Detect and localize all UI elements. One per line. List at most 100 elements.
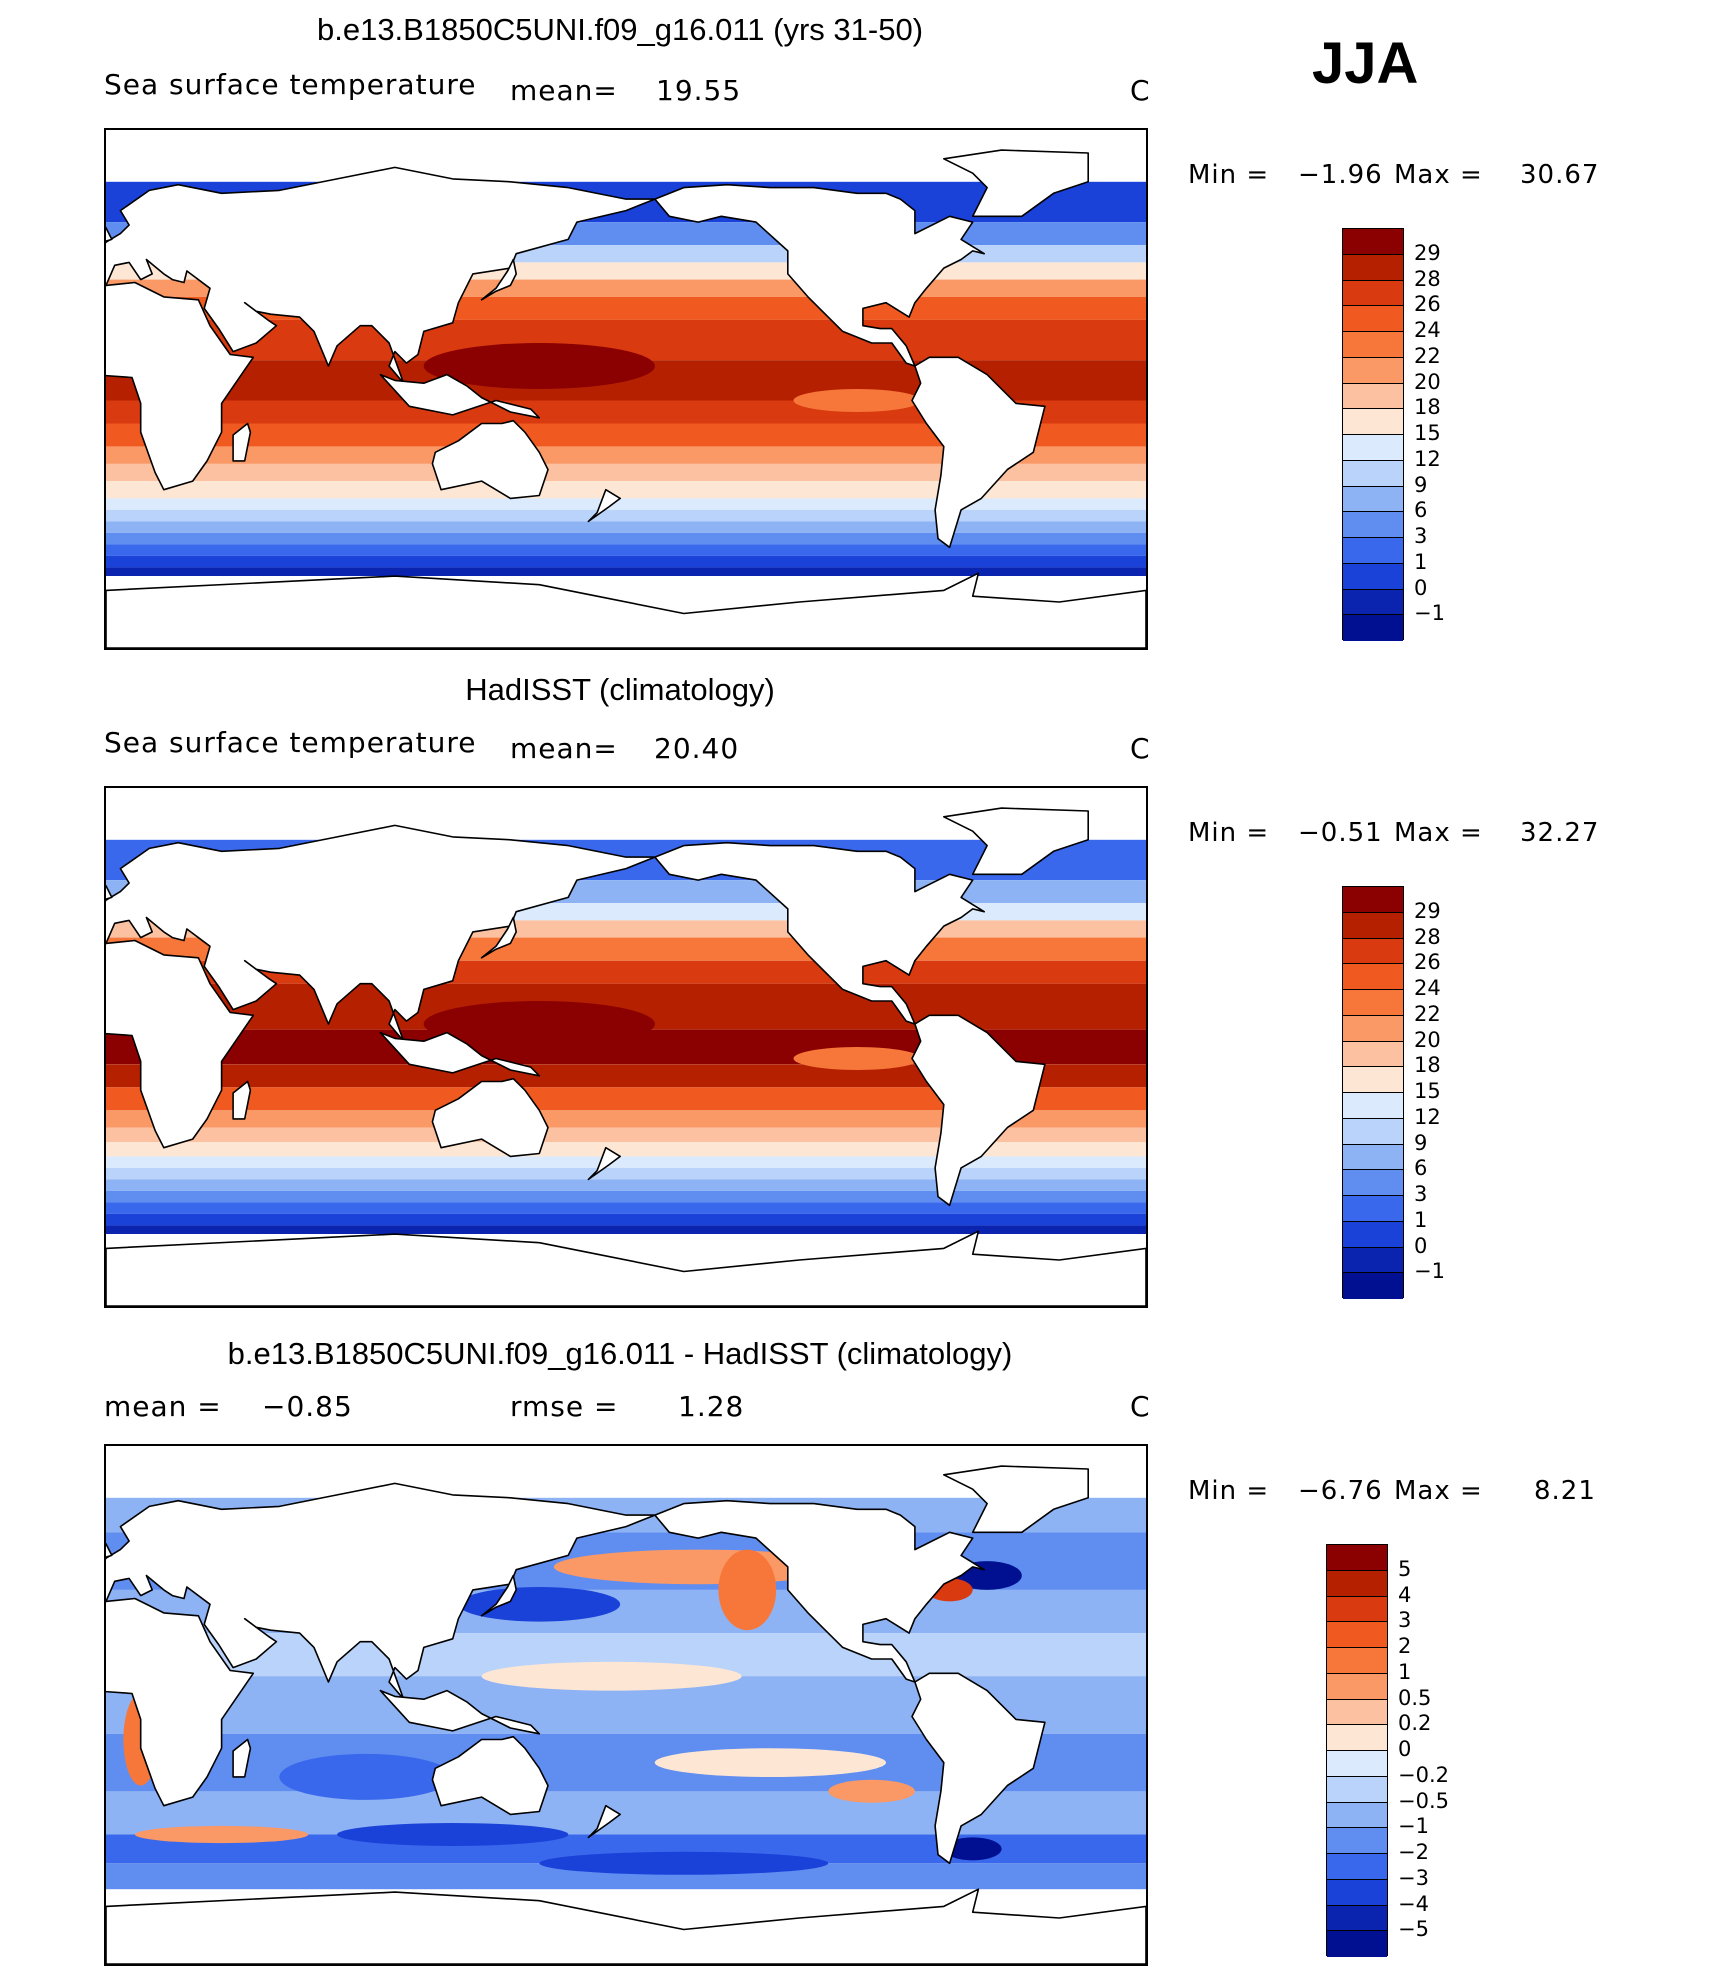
colorbar-tick-label: 24 — [1414, 318, 1441, 342]
land-madagascar — [232, 1738, 252, 1778]
colorbar-swatch — [1343, 589, 1403, 616]
panel3-min-value: −6.76 — [1298, 1476, 1383, 1506]
colorbar-tick-label: 0 — [1414, 575, 1428, 600]
anomaly-patch — [943, 1837, 1002, 1861]
colorbar-swatch — [1343, 1196, 1403, 1222]
map-svg — [106, 130, 1146, 648]
field-band — [106, 544, 1146, 556]
colorbar-tick-label: 3 — [1414, 1182, 1428, 1206]
land-europe-asia — [106, 824, 656, 1042]
colorbar-swatch — [1343, 332, 1403, 358]
field-band — [106, 1225, 1146, 1234]
colorbar-tick-label: −0.5 — [1398, 1788, 1449, 1813]
colorbar-tick-label: −1 — [1398, 1814, 1429, 1839]
colorbar-tick-label: 26 — [1414, 950, 1441, 975]
colorbar-tick-label: 3 — [1398, 1608, 1412, 1633]
land-nz — [587, 488, 622, 523]
land-europe-asia — [106, 166, 656, 384]
colorbar-tick-label: 15 — [1414, 421, 1441, 445]
land-australia — [431, 1735, 549, 1816]
colorbar-swatch — [1343, 383, 1403, 410]
colorbar-swatch — [1343, 615, 1403, 641]
colorbar-tick-label: 9 — [1414, 1130, 1428, 1155]
colorbar-swatch — [1327, 1879, 1387, 1906]
anomaly-patch — [718, 1549, 777, 1631]
land-uk — [106, 1542, 113, 1558]
colorbar-tick-label: 1 — [1414, 1207, 1428, 1232]
land-greenland — [942, 807, 1090, 876]
panel1-title: b.e13.B1850C5UNI.f09_g16.011 (yrs 31-50) — [316, 12, 924, 47]
field-band — [106, 1190, 1146, 1203]
land-indonesia — [379, 1031, 541, 1077]
field-band — [106, 1179, 1146, 1191]
land-antarctica — [106, 1230, 1146, 1306]
land-japan — [480, 258, 518, 301]
colorbar-swatch — [1343, 1041, 1403, 1068]
colorbar-tick-label: 20 — [1414, 1027, 1441, 1052]
panel1-colorbar — [1342, 228, 1404, 641]
field-band — [106, 1156, 1146, 1168]
panel2-mean-label: mean= — [510, 732, 618, 765]
land-south-america — [911, 356, 1046, 549]
colorbar-swatch — [1327, 1596, 1387, 1623]
colorbar-tick-label: 18 — [1414, 395, 1441, 420]
colorbar-swatch — [1327, 1905, 1387, 1932]
anomaly-patch — [539, 1851, 829, 1875]
panel1-max-label: Max = — [1394, 160, 1483, 190]
panel2-min-label: Min = — [1188, 818, 1270, 848]
anomaly-patch — [654, 1748, 887, 1777]
land-australia — [431, 1077, 549, 1158]
field-band — [106, 567, 1146, 576]
land-south-america — [911, 1672, 1046, 1865]
colorbar-tick-label: 22 — [1414, 1001, 1441, 1026]
colorbar-swatch — [1343, 229, 1403, 255]
colorbar-swatch — [1343, 538, 1403, 564]
colorbar-tick-label: 0.2 — [1398, 1711, 1432, 1736]
field-band — [106, 1110, 1146, 1128]
land-japan — [480, 1574, 518, 1617]
colorbar-tick-label: 5 — [1398, 1556, 1412, 1581]
colorbar-swatch — [1327, 1751, 1387, 1777]
warm-pool — [423, 343, 655, 389]
panel3-max-value: 8.21 — [1534, 1476, 1596, 1506]
colorbar-tick-label: 29 — [1414, 240, 1441, 265]
panel3-map — [104, 1444, 1148, 1966]
colorbar-swatch — [1343, 1067, 1403, 1093]
colorbar-swatch — [1343, 280, 1403, 307]
land-antarctica — [106, 572, 1146, 648]
land-africa — [106, 281, 255, 491]
colorbar-tick-label: 4 — [1398, 1582, 1412, 1607]
field-band — [106, 1202, 1146, 1214]
land-indonesia — [379, 1689, 541, 1735]
colorbar-swatch — [1327, 1776, 1387, 1803]
panel3-colorbar — [1326, 1544, 1388, 1957]
colorbar-tick-label: 24 — [1414, 976, 1441, 1000]
colorbar-swatch — [1327, 1673, 1387, 1700]
land-greenland — [942, 1465, 1090, 1534]
field-band — [106, 446, 1146, 464]
colorbar-swatch — [1343, 1118, 1403, 1145]
colorbar-tick-label: 18 — [1414, 1053, 1441, 1078]
field-band — [106, 498, 1146, 510]
land-uk — [106, 226, 113, 242]
land-japan — [480, 916, 518, 959]
colorbar-swatch — [1327, 1931, 1387, 1957]
colorbar-swatch — [1327, 1622, 1387, 1648]
colorbar-tick-label: 26 — [1414, 292, 1441, 317]
colorbar-swatch — [1343, 357, 1403, 384]
panel2-colorbar — [1342, 886, 1404, 1299]
colorbar-swatch — [1327, 1725, 1387, 1751]
colorbar-swatch — [1343, 254, 1403, 281]
colorbar-tick-label: 0 — [1398, 1737, 1412, 1761]
panel2-variable: Sea surface temperature — [104, 726, 477, 759]
colorbar-swatch — [1343, 887, 1403, 913]
colorbar-tick-label: 1 — [1398, 1659, 1412, 1684]
field-band — [106, 423, 1146, 447]
land-nz — [587, 1146, 622, 1181]
field-band — [106, 1064, 1146, 1088]
colorbar-swatch — [1343, 1093, 1403, 1119]
colorbar-tick-label: 6 — [1414, 498, 1428, 523]
panel1-max-value: 30.67 — [1520, 160, 1600, 190]
colorbar-swatch — [1327, 1802, 1387, 1829]
panel1-mean-value: 19.55 — [656, 74, 742, 107]
